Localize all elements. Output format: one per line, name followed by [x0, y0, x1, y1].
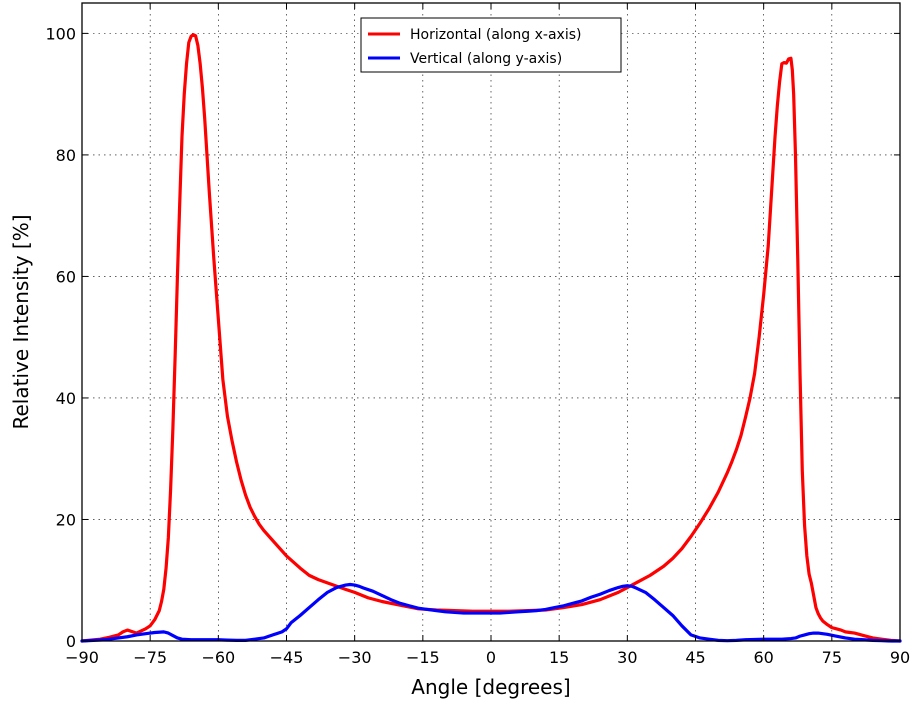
horizontal-series-line	[80, 33, 902, 643]
y-tick-labels: 0 20 40 60 80 100	[45, 24, 76, 651]
x-tick-label: −60	[201, 648, 235, 667]
y-axis-label: Relative Intensity [%]	[9, 214, 33, 429]
x-tick-label: 90	[890, 648, 910, 667]
x-tick-label: 75	[822, 648, 842, 667]
x-tick-label: −45	[270, 648, 304, 667]
legend: Horizontal (along x-axis) Vertical (alon…	[360, 17, 622, 73]
legend-label-horizontal: Horizontal (along x-axis)	[410, 27, 582, 43]
x-tick-labels: −90 −75 −60 −45 −30 −15 0 15 30 45 60 75 90	[65, 648, 910, 667]
y-tick-label: 20	[56, 510, 76, 529]
plot-lines	[80, 33, 902, 643]
x-tick-label: 30	[617, 648, 637, 667]
vertical-series-line	[80, 582, 902, 643]
y-tick-label: 0	[66, 632, 76, 651]
axis-ticks	[81, 3, 901, 642]
y-tick-label: 40	[56, 389, 76, 408]
legend-box	[360, 17, 622, 73]
x-tick-label: −75	[133, 648, 167, 667]
x-tick-label: −90	[65, 648, 99, 667]
y-tick-label: 80	[56, 146, 76, 165]
x-tick-label: −30	[338, 648, 372, 667]
legend-label-vertical: Vertical (along y-axis)	[410, 51, 562, 67]
x-tick-label: 0	[486, 648, 496, 667]
x-axis-label: Angle [degrees]	[411, 675, 570, 699]
y-tick-label: 60	[56, 267, 76, 286]
x-tick-label: 15	[549, 648, 569, 667]
x-tick-label: 45	[685, 648, 705, 667]
y-tick-label: 100	[45, 24, 76, 43]
x-tick-label: 60	[753, 648, 773, 667]
x-tick-label: −15	[406, 648, 440, 667]
